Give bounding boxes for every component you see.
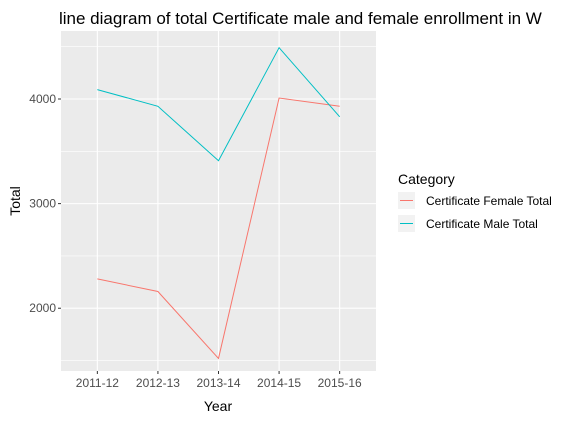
x-axis: 2011-12 2012-13 2013-14 2014-15 2015-16	[76, 371, 362, 390]
y-tick-label: 4000	[29, 92, 56, 106]
legend-items: Certificate Female Total Certificate Male…	[398, 192, 552, 232]
x-axis-title: Year	[204, 398, 233, 414]
legend-label: Certificate Female Total	[426, 194, 552, 208]
legend-title: Category	[398, 171, 455, 187]
x-tick-label: 2014-15	[257, 376, 301, 390]
legend-item-certificate-female-total: Certificate Female Total	[398, 192, 552, 209]
x-tick-label: 2012-13	[136, 376, 180, 390]
series-line-certificate-male-total	[97, 46, 341, 162]
legend-item-certificate-male-total: Certificate Male Total	[398, 215, 538, 232]
y-axis: 2000 3000 4000	[29, 92, 61, 315]
legend-label: Certificate Male Total	[426, 217, 538, 231]
y-tick-label: 2000	[29, 301, 56, 315]
x-tick-label: 2015-16	[318, 376, 362, 390]
chart-title: line diagram of total Certificate male a…	[59, 9, 542, 28]
y-tick-label: 3000	[29, 197, 56, 211]
series-line-certificate-female-total	[97, 97, 340, 360]
x-tick-label: 2011-12	[76, 376, 119, 390]
legend: Category Certificate Female TotalCertifi…	[398, 171, 552, 232]
x-tick-label: 2013-14	[196, 376, 240, 390]
series-lines	[97, 46, 341, 360]
y-axis-title: Total	[7, 186, 23, 216]
